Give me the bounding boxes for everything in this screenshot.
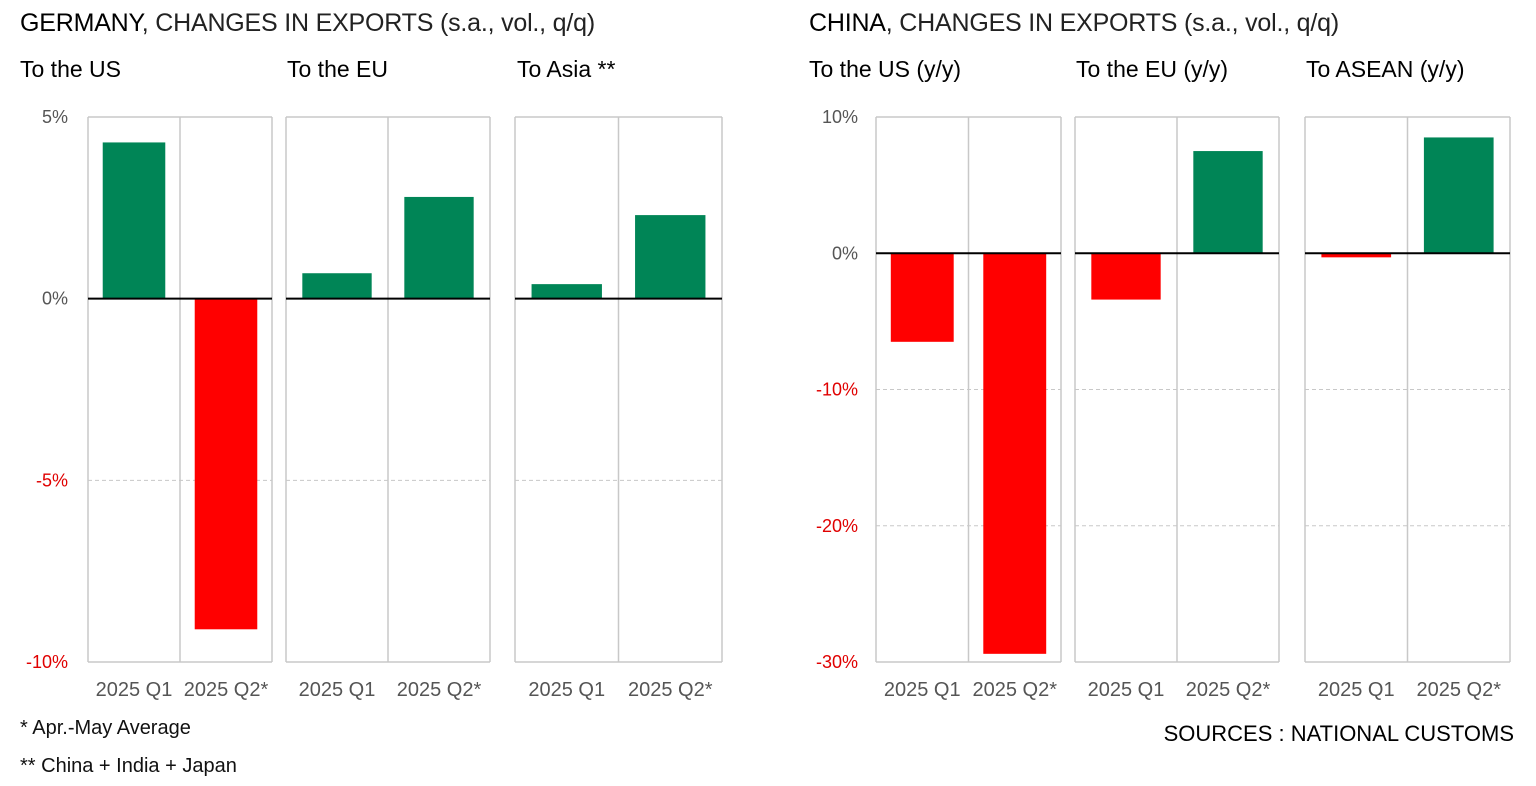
china-bar-2-1 — [1423, 137, 1494, 254]
germany-x-tick-label: 2025 Q2* — [397, 679, 482, 701]
china-chart-title: CHINA, CHANGES IN EXPORTS (s.a., vol., q… — [809, 9, 1339, 38]
germany-bar-1-1 — [404, 196, 474, 299]
germany-panel-title-eu: To the EU — [287, 56, 388, 82]
china-y-tick-label: -20% — [816, 516, 858, 536]
germany-panel-title-asia: To Asia ** — [517, 56, 616, 82]
china-bar-0-0 — [890, 253, 954, 342]
china-bar-1-1 — [1193, 151, 1263, 254]
china-x-tick-label: 2025 Q1 — [1088, 679, 1165, 701]
germany-bar-0-1 — [194, 298, 258, 630]
germany-bar-2-1 — [635, 215, 706, 299]
china-y-tick-label: 10% — [822, 107, 858, 127]
germany-y-tick-label: 0% — [42, 289, 68, 309]
china-x-tick-label: 2025 Q1 — [1318, 679, 1395, 701]
germany-title-rest: , CHANGES IN EXPORTS (s.a., vol., q/q) — [141, 9, 595, 37]
germany-x-tick-label: 2025 Q1 — [528, 679, 605, 701]
china-bar-1-0 — [1091, 253, 1161, 300]
china-panel-title-us: To the US (y/y) — [809, 56, 962, 82]
germany-y-tick-label: -10% — [26, 652, 68, 672]
china-y-tick-label: 0% — [832, 243, 858, 263]
china-title-country: CHINA — [809, 9, 886, 37]
china-panel-title-eu: To the EU (y/y) — [1076, 56, 1229, 82]
china-x-tick-label: 2025 Q2* — [972, 679, 1057, 701]
china-x-tick-label: 2025 Q1 — [884, 679, 961, 701]
footnote-asia-definition: ** China + India + Japan — [20, 755, 237, 777]
germany-bar-2-0 — [531, 284, 602, 299]
germany-panel-title-us: To the US — [20, 56, 121, 82]
footnote-average: * Apr.-May Average — [20, 717, 191, 739]
china-x-tick-label: 2025 Q2* — [1186, 679, 1271, 701]
germany-title-country: GERMANY — [20, 9, 142, 37]
china-bar-2-0 — [1321, 253, 1392, 258]
germany-y-tick-label: 5% — [42, 107, 68, 127]
china-x-tick-label: 2025 Q2* — [1416, 679, 1501, 701]
china-y-tick-label: -10% — [816, 380, 858, 400]
source-note: SOURCES : NATIONAL CUSTOMS — [1163, 721, 1514, 746]
china-panel-title-asean: To ASEAN (y/y) — [1306, 56, 1465, 82]
germany-x-tick-label: 2025 Q2* — [628, 679, 713, 701]
germany-bar-1-0 — [302, 273, 372, 299]
germany-x-tick-label: 2025 Q1 — [96, 679, 173, 701]
germany-bar-0-0 — [102, 142, 166, 299]
germany-x-tick-label: 2025 Q2* — [184, 679, 269, 701]
germany-y-tick-label: -5% — [36, 470, 68, 490]
germany-x-tick-label: 2025 Q1 — [299, 679, 376, 701]
china-title-rest: , CHANGES IN EXPORTS (s.a., vol., q/q) — [885, 9, 1339, 37]
china-bar-0-1 — [983, 253, 1047, 654]
germany-chart-title: GERMANY, CHANGES IN EXPORTS (s.a., vol.,… — [20, 9, 595, 38]
china-y-tick-label: -30% — [816, 652, 858, 672]
